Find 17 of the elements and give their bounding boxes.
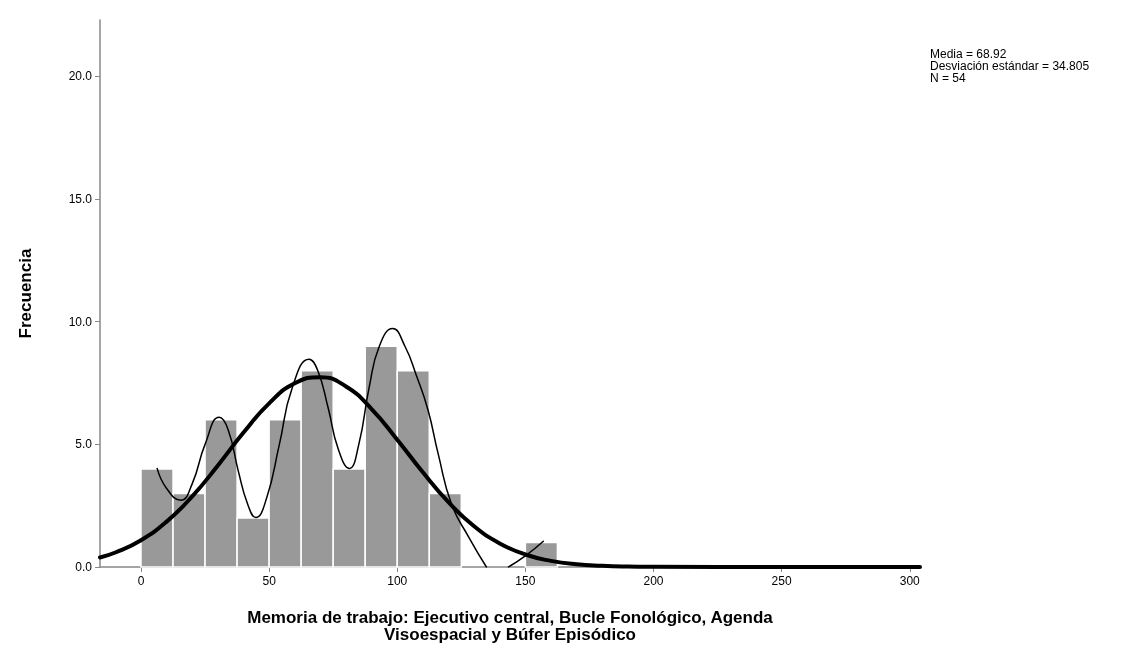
text: N = 54 <box>930 71 967 85</box>
y-tick-label: 0.0 <box>75 560 93 574</box>
x-tick-label: 50 <box>262 574 277 588</box>
y-tick-label: 15.0 <box>68 192 93 207</box>
y-tick-label: 10.0 <box>68 314 93 329</box>
y-tick-label: 20.0 <box>68 69 93 84</box>
text: Media = 68.92 <box>930 47 1007 61</box>
y-tick-label: 5.0 <box>75 437 93 452</box>
x-tick-label: 100 <box>387 574 408 588</box>
x-tick-label: 300 <box>899 574 921 588</box>
x-tick-label: 200 <box>643 574 664 588</box>
y-axis-title: Frecuencia <box>16 248 35 339</box>
x-tick-label: 0 <box>137 574 145 588</box>
x-tick-label: 150 <box>515 574 536 588</box>
text: Desviación estándar = 34.805 <box>930 59 1090 73</box>
x-tick-label: 250 <box>771 574 792 588</box>
x-axis-title: Memoria de trabajo: Ejecutivo central, Bucle Fonológico, Agenda Visoespacial y Búfer Episódico <box>247 608 774 644</box>
